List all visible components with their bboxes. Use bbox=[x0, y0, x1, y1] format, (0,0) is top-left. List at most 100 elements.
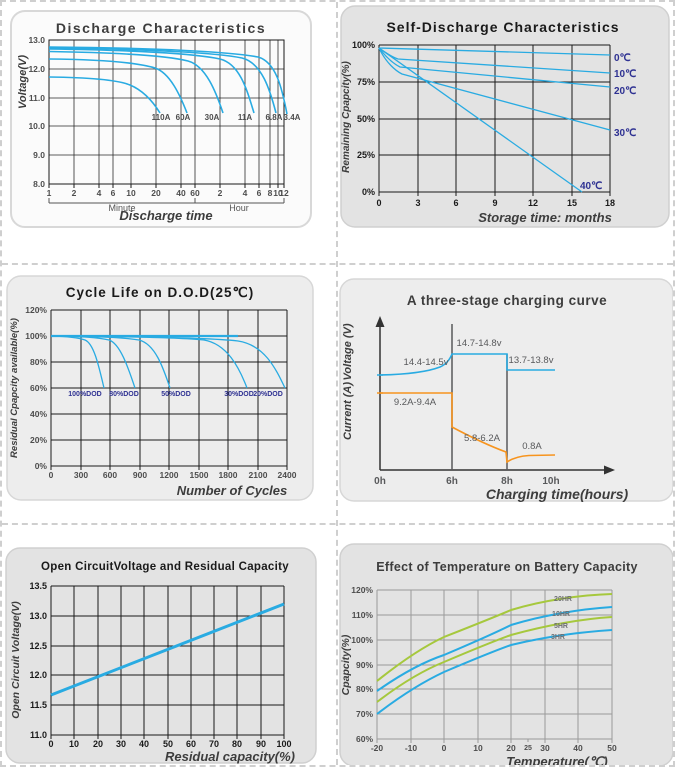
grid-horizontal-lines bbox=[49, 68, 284, 156]
x-tick: 300 bbox=[74, 470, 88, 480]
x-tick: 4 bbox=[243, 188, 248, 198]
x-tick: 0h bbox=[374, 476, 386, 487]
x-tick: 10 bbox=[273, 188, 283, 198]
x-tick: 20 bbox=[93, 739, 103, 749]
panel-background bbox=[5, 547, 317, 764]
curve-label: 6.8A bbox=[266, 113, 283, 122]
x-tick-labels: 0 10 20 30 40 50 60 70 80 90 100 bbox=[48, 739, 291, 749]
cycle-life-curves bbox=[50, 334, 286, 389]
grid bbox=[378, 44, 611, 196]
curve-label: 30℃ bbox=[614, 128, 636, 139]
x-tick: 1500 bbox=[190, 470, 209, 480]
x-tick: 0 bbox=[442, 743, 447, 753]
x-tick: 3 bbox=[415, 198, 420, 208]
y-axis-label: Open Circuit Voltage(V) bbox=[10, 601, 22, 719]
curve-label: 100%DOD bbox=[68, 391, 101, 398]
y-tick: 80% bbox=[30, 357, 47, 367]
curve-label: 30A bbox=[205, 113, 220, 122]
y-tick: 11.0 bbox=[29, 93, 45, 103]
x-tick: 10h bbox=[542, 476, 559, 487]
x-tick-labels: 0h 6h 8h 10h bbox=[374, 476, 559, 487]
chart-title: Discharge Characteristics bbox=[56, 20, 266, 36]
chart-title: Open CircuitVoltage and Residual Capacit… bbox=[41, 561, 289, 573]
x-tick: 8h bbox=[501, 476, 513, 487]
y-tick: 100% bbox=[352, 40, 375, 50]
chart-three-stage-charging: A three-stage charging curve Voltage (V)… bbox=[339, 278, 673, 502]
plot-border bbox=[48, 39, 285, 185]
y-tick: 9.0 bbox=[33, 150, 45, 160]
x-axis-label: Charging time(hours) bbox=[486, 486, 629, 502]
ocv-line bbox=[50, 602, 285, 697]
y-axis-label-voltage: Voltage (V) bbox=[342, 323, 354, 380]
annotation-voltage-stage1: 14.4-14.5v bbox=[404, 357, 449, 368]
y-tick: 90% bbox=[356, 660, 373, 670]
y-axis-label: Voltage(V) bbox=[17, 55, 29, 109]
y-tick: 10.0 bbox=[28, 121, 45, 131]
x-tick: 1800 bbox=[219, 470, 238, 480]
y-tick: 25% bbox=[357, 150, 375, 160]
x-axis-tick-marks bbox=[376, 739, 613, 743]
panel-background bbox=[339, 543, 673, 765]
curve-label: 40℃ bbox=[580, 181, 602, 192]
curve-6-8a bbox=[48, 47, 277, 114]
y-tick: 80% bbox=[356, 684, 373, 694]
x-tick: 1 bbox=[47, 188, 52, 198]
x-tick: 60 bbox=[190, 188, 200, 198]
annotations: 14.4-14.5v 14.7-14.8v 13.7-13.8v 9.2A-9.… bbox=[394, 338, 554, 452]
curve-20hr bbox=[376, 593, 613, 682]
grid-horizontal-lines bbox=[51, 585, 284, 736]
chart-discharge-characteristics: Discharge Characteristics Voltage(V) 13.… bbox=[10, 10, 312, 228]
y-tick: 110% bbox=[352, 610, 374, 620]
y-tick: 13.5 bbox=[29, 581, 47, 591]
x-tick: 6h bbox=[446, 476, 458, 487]
curve-label: 60A bbox=[176, 113, 191, 122]
x-tick: 70 bbox=[209, 739, 219, 749]
x-axis-label: Discharge time bbox=[119, 208, 212, 223]
curve-label: 50%DOD bbox=[161, 391, 191, 398]
curve-label: 30%DOD bbox=[224, 391, 254, 398]
x-tick: 100 bbox=[276, 739, 291, 749]
curve-label: 20HR bbox=[554, 596, 572, 603]
curve-labels: 110A 60A 30A 11A 6.8A 3.4A bbox=[152, 113, 301, 122]
y-tick: 60% bbox=[356, 734, 373, 744]
y-tick-labels: 120% 100% 80% 60% 40% 20% 0% bbox=[25, 305, 47, 471]
x-tick: 2100 bbox=[249, 470, 268, 480]
curve-label: 5HR bbox=[554, 623, 568, 630]
curve-labels: 0℃ 10℃ 20℃ 30℃ 40℃ bbox=[580, 53, 636, 192]
x-tick-labels: -20 -10 0 10 20 25 30 40 50 bbox=[371, 743, 617, 753]
curve-label: 20%DOD bbox=[253, 391, 283, 398]
x-tick: 20 bbox=[506, 743, 516, 753]
x-tick: 40 bbox=[139, 739, 149, 749]
bracket-line bbox=[48, 198, 285, 204]
horizontal-divider-1 bbox=[2, 263, 673, 265]
x-axis-label: Number of Cycles bbox=[177, 483, 288, 498]
x-tick: 40 bbox=[176, 188, 186, 198]
x-axis-arrow bbox=[604, 465, 615, 475]
x-tick: 900 bbox=[133, 470, 147, 480]
x-tick: 30 bbox=[540, 743, 550, 753]
grid-horizontal-lines bbox=[377, 589, 612, 740]
charging-curves bbox=[379, 353, 556, 464]
x-axis-label: Temperature(℃) bbox=[506, 754, 608, 767]
x-unit-bracket: Minute Hour bbox=[48, 198, 285, 213]
x-tick: 80 bbox=[232, 739, 242, 749]
x-axis-label: Residual capacity(%) bbox=[165, 749, 295, 764]
curve-0c bbox=[378, 47, 611, 56]
x-tick: 2 bbox=[72, 188, 77, 198]
x-tick: 0 bbox=[49, 470, 54, 480]
curve-30a bbox=[48, 50, 224, 114]
panel-background bbox=[10, 10, 312, 228]
y-tick: 12.0 bbox=[29, 670, 47, 680]
x-tick: 60 bbox=[186, 739, 196, 749]
annotation-voltage-stage2: 14.7-14.8v bbox=[457, 338, 502, 349]
curve-label: 3HR bbox=[551, 634, 565, 641]
x-tick: 18 bbox=[605, 198, 615, 208]
x-tick: -10 bbox=[405, 743, 418, 753]
x-tick: 600 bbox=[103, 470, 117, 480]
x-tick: -20 bbox=[371, 743, 384, 753]
y-tick: 60% bbox=[30, 383, 47, 393]
chart-self-discharge: Self-Discharge Characteristics Remaining… bbox=[340, 5, 670, 228]
y-axis-label: Remaining Cpapcity(%) bbox=[341, 60, 352, 172]
chart-cycle-life: Cycle Life on D.O.D(25℃) Residual Cpapci… bbox=[6, 275, 314, 501]
x-tick: 8 bbox=[268, 188, 273, 198]
